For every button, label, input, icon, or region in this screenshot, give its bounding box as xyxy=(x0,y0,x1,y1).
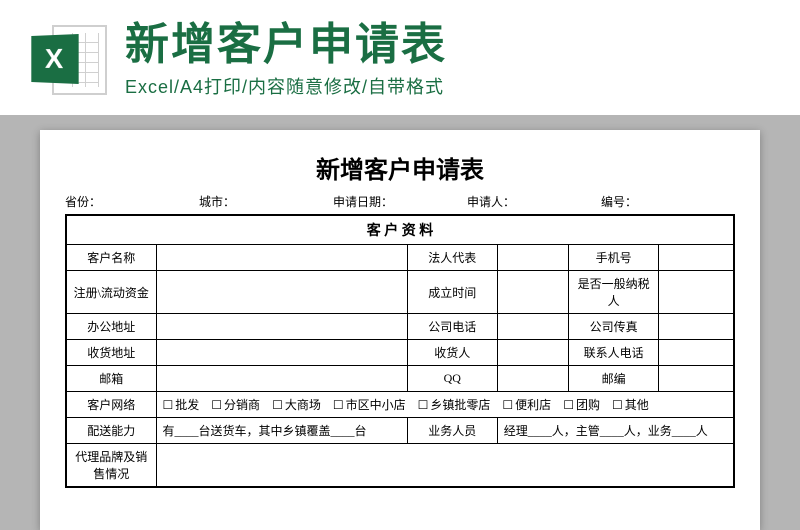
value-cell xyxy=(659,366,734,392)
staff-text: 经理____人，主管____人，业务____人 xyxy=(497,418,734,444)
table-row: 配送能力 有____台送货车，其中乡镇覆盖____台 业务人员 经理____人，… xyxy=(66,418,734,444)
checkbox-icon xyxy=(211,398,222,413)
value-cell xyxy=(497,245,568,271)
meta-date: 申请日期： xyxy=(333,193,467,210)
brand-value-cell xyxy=(156,444,734,488)
customer-form-table: 客 户 资 料 客户名称 法人代表 手机号 注册\流动资金 成立时间 是否一般纳… xyxy=(65,214,735,488)
delivery-text: 有____台送货车，其中乡镇覆盖____台 xyxy=(156,418,407,444)
section-header: 客 户 资 料 xyxy=(66,215,734,245)
label-contact-tel: 联系人电话 xyxy=(569,340,659,366)
label-tel: 公司电话 xyxy=(407,314,497,340)
table-row: 客户网络 批发 分销商 大商场 市区中小店 乡镇批零店 便利店 团购 其他 xyxy=(66,392,734,418)
value-cell xyxy=(497,314,568,340)
value-cell xyxy=(659,314,734,340)
value-cell xyxy=(497,340,568,366)
table-row: 收货地址 收货人 联系人电话 xyxy=(66,340,734,366)
checkbox-icon xyxy=(333,398,344,413)
checkbox-icon xyxy=(563,398,574,413)
label-mobile: 手机号 xyxy=(569,245,659,271)
meta-city: 城市： xyxy=(199,193,333,210)
document-preview: 新增客户申请表 省份： 城市： 申请日期： 申请人： 编号： 客 户 资 料 客… xyxy=(40,130,760,530)
checkbox-icon xyxy=(502,398,513,413)
label-taxpayer: 是否一般纳税人 xyxy=(569,271,659,314)
meta-province: 省份： xyxy=(65,193,199,210)
value-cell xyxy=(156,271,407,314)
label-receiver: 收货人 xyxy=(407,340,497,366)
label-delivery: 配送能力 xyxy=(66,418,156,444)
value-cell xyxy=(156,340,407,366)
table-row: 代理品牌及销售情况 xyxy=(66,444,734,488)
network-options-cell: 批发 分销商 大商场 市区中小店 乡镇批零店 便利店 团购 其他 xyxy=(156,392,734,418)
meta-number: 编号： xyxy=(601,193,735,210)
label-customer-name: 客户名称 xyxy=(66,245,156,271)
checkbox-icon xyxy=(418,398,429,413)
label-qq: QQ xyxy=(407,366,497,392)
value-cell xyxy=(156,245,407,271)
label-brand-sales: 代理品牌及销售情况 xyxy=(66,444,156,488)
value-cell xyxy=(659,271,734,314)
label-founded: 成立时间 xyxy=(407,271,497,314)
label-office-addr: 办公地址 xyxy=(66,314,156,340)
label-email: 邮箱 xyxy=(66,366,156,392)
template-header: X 新增客户申请表 Excel/A4打印/内容随意修改/自带格式 xyxy=(0,0,800,115)
label-network: 客户网络 xyxy=(66,392,156,418)
value-cell xyxy=(497,271,568,314)
value-cell xyxy=(497,366,568,392)
meta-applicant: 申请人： xyxy=(467,193,601,210)
meta-row: 省份： 城市： 申请日期： 申请人： 编号： xyxy=(65,193,735,210)
label-ship-addr: 收货地址 xyxy=(66,340,156,366)
title-block: 新增客户申请表 Excel/A4打印/内容随意修改/自带格式 xyxy=(125,21,770,99)
form-title: 新增客户申请表 xyxy=(65,150,735,185)
main-title: 新增客户申请表 xyxy=(125,21,770,69)
table-row: 注册\流动资金 成立时间 是否一般纳税人 xyxy=(66,271,734,314)
value-cell xyxy=(156,314,407,340)
label-capital: 注册\流动资金 xyxy=(66,271,156,314)
table-row: 办公地址 公司电话 公司传真 xyxy=(66,314,734,340)
checkbox-icon xyxy=(612,398,623,413)
label-sales-staff: 业务人员 xyxy=(407,418,497,444)
value-cell xyxy=(659,245,734,271)
value-cell xyxy=(156,366,407,392)
checkbox-icon xyxy=(163,398,174,413)
subtitle: Excel/A4打印/内容随意修改/自带格式 xyxy=(125,73,770,99)
checkbox-icon xyxy=(272,398,283,413)
value-cell xyxy=(659,340,734,366)
label-fax: 公司传真 xyxy=(569,314,659,340)
label-zip: 邮编 xyxy=(569,366,659,392)
table-row: 客户名称 法人代表 手机号 xyxy=(66,245,734,271)
label-legal-rep: 法人代表 xyxy=(407,245,497,271)
excel-icon: X xyxy=(30,20,110,100)
table-row: 邮箱 QQ 邮编 xyxy=(66,366,734,392)
